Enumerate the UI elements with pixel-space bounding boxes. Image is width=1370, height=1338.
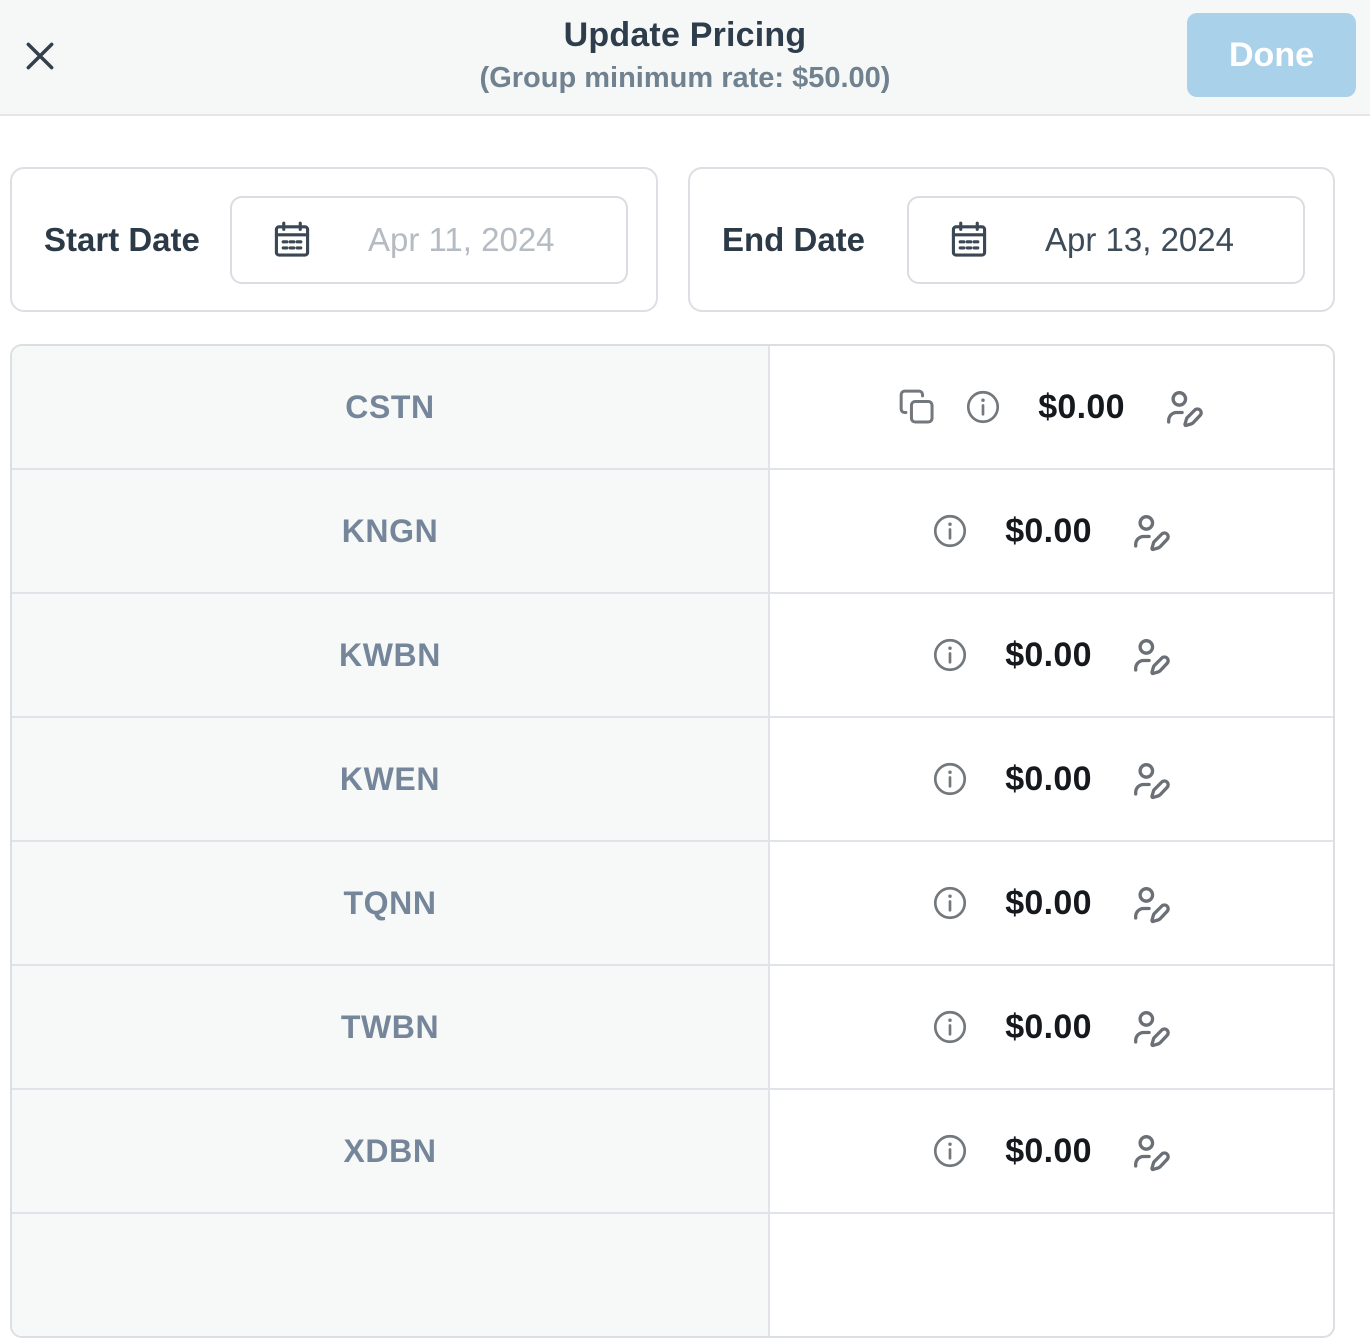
- table-row: CSTN $0.00: [12, 346, 1333, 468]
- room-price-cell: [770, 1214, 1333, 1336]
- end-date-input[interactable]: Apr 13, 2024: [907, 195, 1305, 284]
- user-edit-icon: [1128, 1005, 1172, 1049]
- pricing-table: CSTN $0.00: [10, 344, 1335, 1338]
- room-price: $0.00: [1005, 635, 1092, 674]
- start-date-label: Start Date: [44, 220, 200, 258]
- start-date-input[interactable]: Apr 11, 2024: [230, 195, 628, 284]
- table-row: KNGN $0.00: [12, 468, 1333, 592]
- page-subtitle: (Group minimum rate: $50.00): [479, 62, 891, 94]
- modal-header: Update Pricing (Group minimum rate: $50.…: [0, 0, 1370, 116]
- room-code: KWBN: [339, 636, 441, 673]
- end-date-field: End Date Apr 13, 2024: [688, 167, 1335, 312]
- room-price: $0.00: [1005, 759, 1092, 798]
- room-price: $0.00: [1005, 511, 1092, 550]
- table-row: TQNN $0.00: [12, 840, 1333, 964]
- room-price-cell: $0.00: [770, 966, 1333, 1088]
- calendar-icon: [270, 218, 314, 262]
- info-button[interactable]: [931, 1008, 969, 1046]
- user-edit-icon: [1161, 385, 1205, 429]
- edit-rate-button[interactable]: [1128, 633, 1172, 677]
- room-price: $0.00: [1005, 1131, 1092, 1170]
- info-button[interactable]: [931, 1132, 969, 1170]
- room-price-cell: $0.00: [770, 1090, 1333, 1212]
- room-code: KNGN: [341, 512, 439, 549]
- info-icon: [931, 1132, 969, 1170]
- room-code-cell: XDBN: [12, 1090, 770, 1212]
- copy-icon: [898, 388, 936, 426]
- table-row: KWEN $0.00: [12, 716, 1333, 840]
- edit-rate-button[interactable]: [1128, 1005, 1172, 1049]
- room-price-cell: $0.00: [770, 842, 1333, 964]
- page-title: Update Pricing: [563, 16, 807, 54]
- table-row: KWBN $0.00: [12, 592, 1333, 716]
- copy-button[interactable]: [898, 388, 936, 426]
- room-price-cell: $0.00: [770, 470, 1333, 592]
- room-code-cell: [12, 1214, 770, 1336]
- room-code-cell: KNGN: [12, 470, 770, 592]
- room-code: TWBN: [340, 1008, 440, 1045]
- room-code: CSTN: [345, 388, 435, 425]
- user-edit-icon: [1128, 1129, 1172, 1173]
- room-price-cell: $0.00: [770, 594, 1333, 716]
- info-icon: [931, 760, 969, 798]
- user-edit-icon: [1128, 757, 1172, 801]
- room-code: TQNN: [343, 884, 437, 921]
- info-button[interactable]: [931, 760, 969, 798]
- info-button[interactable]: [931, 884, 969, 922]
- room-price: $0.00: [1005, 883, 1092, 922]
- room-code: KWEN: [339, 760, 441, 797]
- room-code-cell: TWBN: [12, 966, 770, 1088]
- room-code: XDBN: [343, 1132, 437, 1169]
- info-icon: [931, 512, 969, 550]
- info-button[interactable]: [931, 512, 969, 550]
- close-button[interactable]: [16, 32, 64, 80]
- calendar-icon: [947, 218, 991, 262]
- pricing-table-body: CSTN $0.00: [12, 346, 1333, 1336]
- info-icon: [964, 388, 1002, 426]
- info-button[interactable]: [964, 388, 1002, 426]
- room-code-cell: TQNN: [12, 842, 770, 964]
- room-price: $0.00: [1038, 387, 1125, 426]
- date-filters: Start Date Apr 11, 2024 End Date: [10, 167, 1335, 312]
- room-price: $0.00: [1005, 1007, 1092, 1046]
- edit-rate-button[interactable]: [1128, 509, 1172, 553]
- room-price-cell: $0.00: [770, 346, 1333, 468]
- edit-rate-button[interactable]: [1128, 881, 1172, 925]
- close-icon: [20, 36, 60, 76]
- start-date-value: Apr 11, 2024: [368, 220, 555, 258]
- room-code-cell: CSTN: [12, 346, 770, 468]
- header-title-block: Update Pricing (Group minimum rate: $50.…: [0, 16, 1370, 95]
- edit-rate-button[interactable]: [1161, 385, 1205, 429]
- edit-rate-button[interactable]: [1128, 1129, 1172, 1173]
- table-row: TWBN $0.00: [12, 964, 1333, 1088]
- user-edit-icon: [1128, 881, 1172, 925]
- info-icon: [931, 884, 969, 922]
- room-code-cell: KWEN: [12, 718, 770, 840]
- info-button[interactable]: [931, 636, 969, 674]
- room-code-cell: KWBN: [12, 594, 770, 716]
- info-icon: [931, 636, 969, 674]
- user-edit-icon: [1128, 633, 1172, 677]
- info-icon: [931, 1008, 969, 1046]
- end-date-value: Apr 13, 2024: [1045, 220, 1234, 258]
- table-row: XDBN $0.00: [12, 1088, 1333, 1212]
- start-date-field: Start Date Apr 11, 2024: [10, 167, 658, 312]
- room-price-cell: $0.00: [770, 718, 1333, 840]
- table-row: [12, 1212, 1333, 1336]
- done-button[interactable]: Done: [1187, 13, 1356, 97]
- end-date-label: End Date: [722, 220, 866, 258]
- edit-rate-button[interactable]: [1128, 757, 1172, 801]
- user-edit-icon: [1128, 509, 1172, 553]
